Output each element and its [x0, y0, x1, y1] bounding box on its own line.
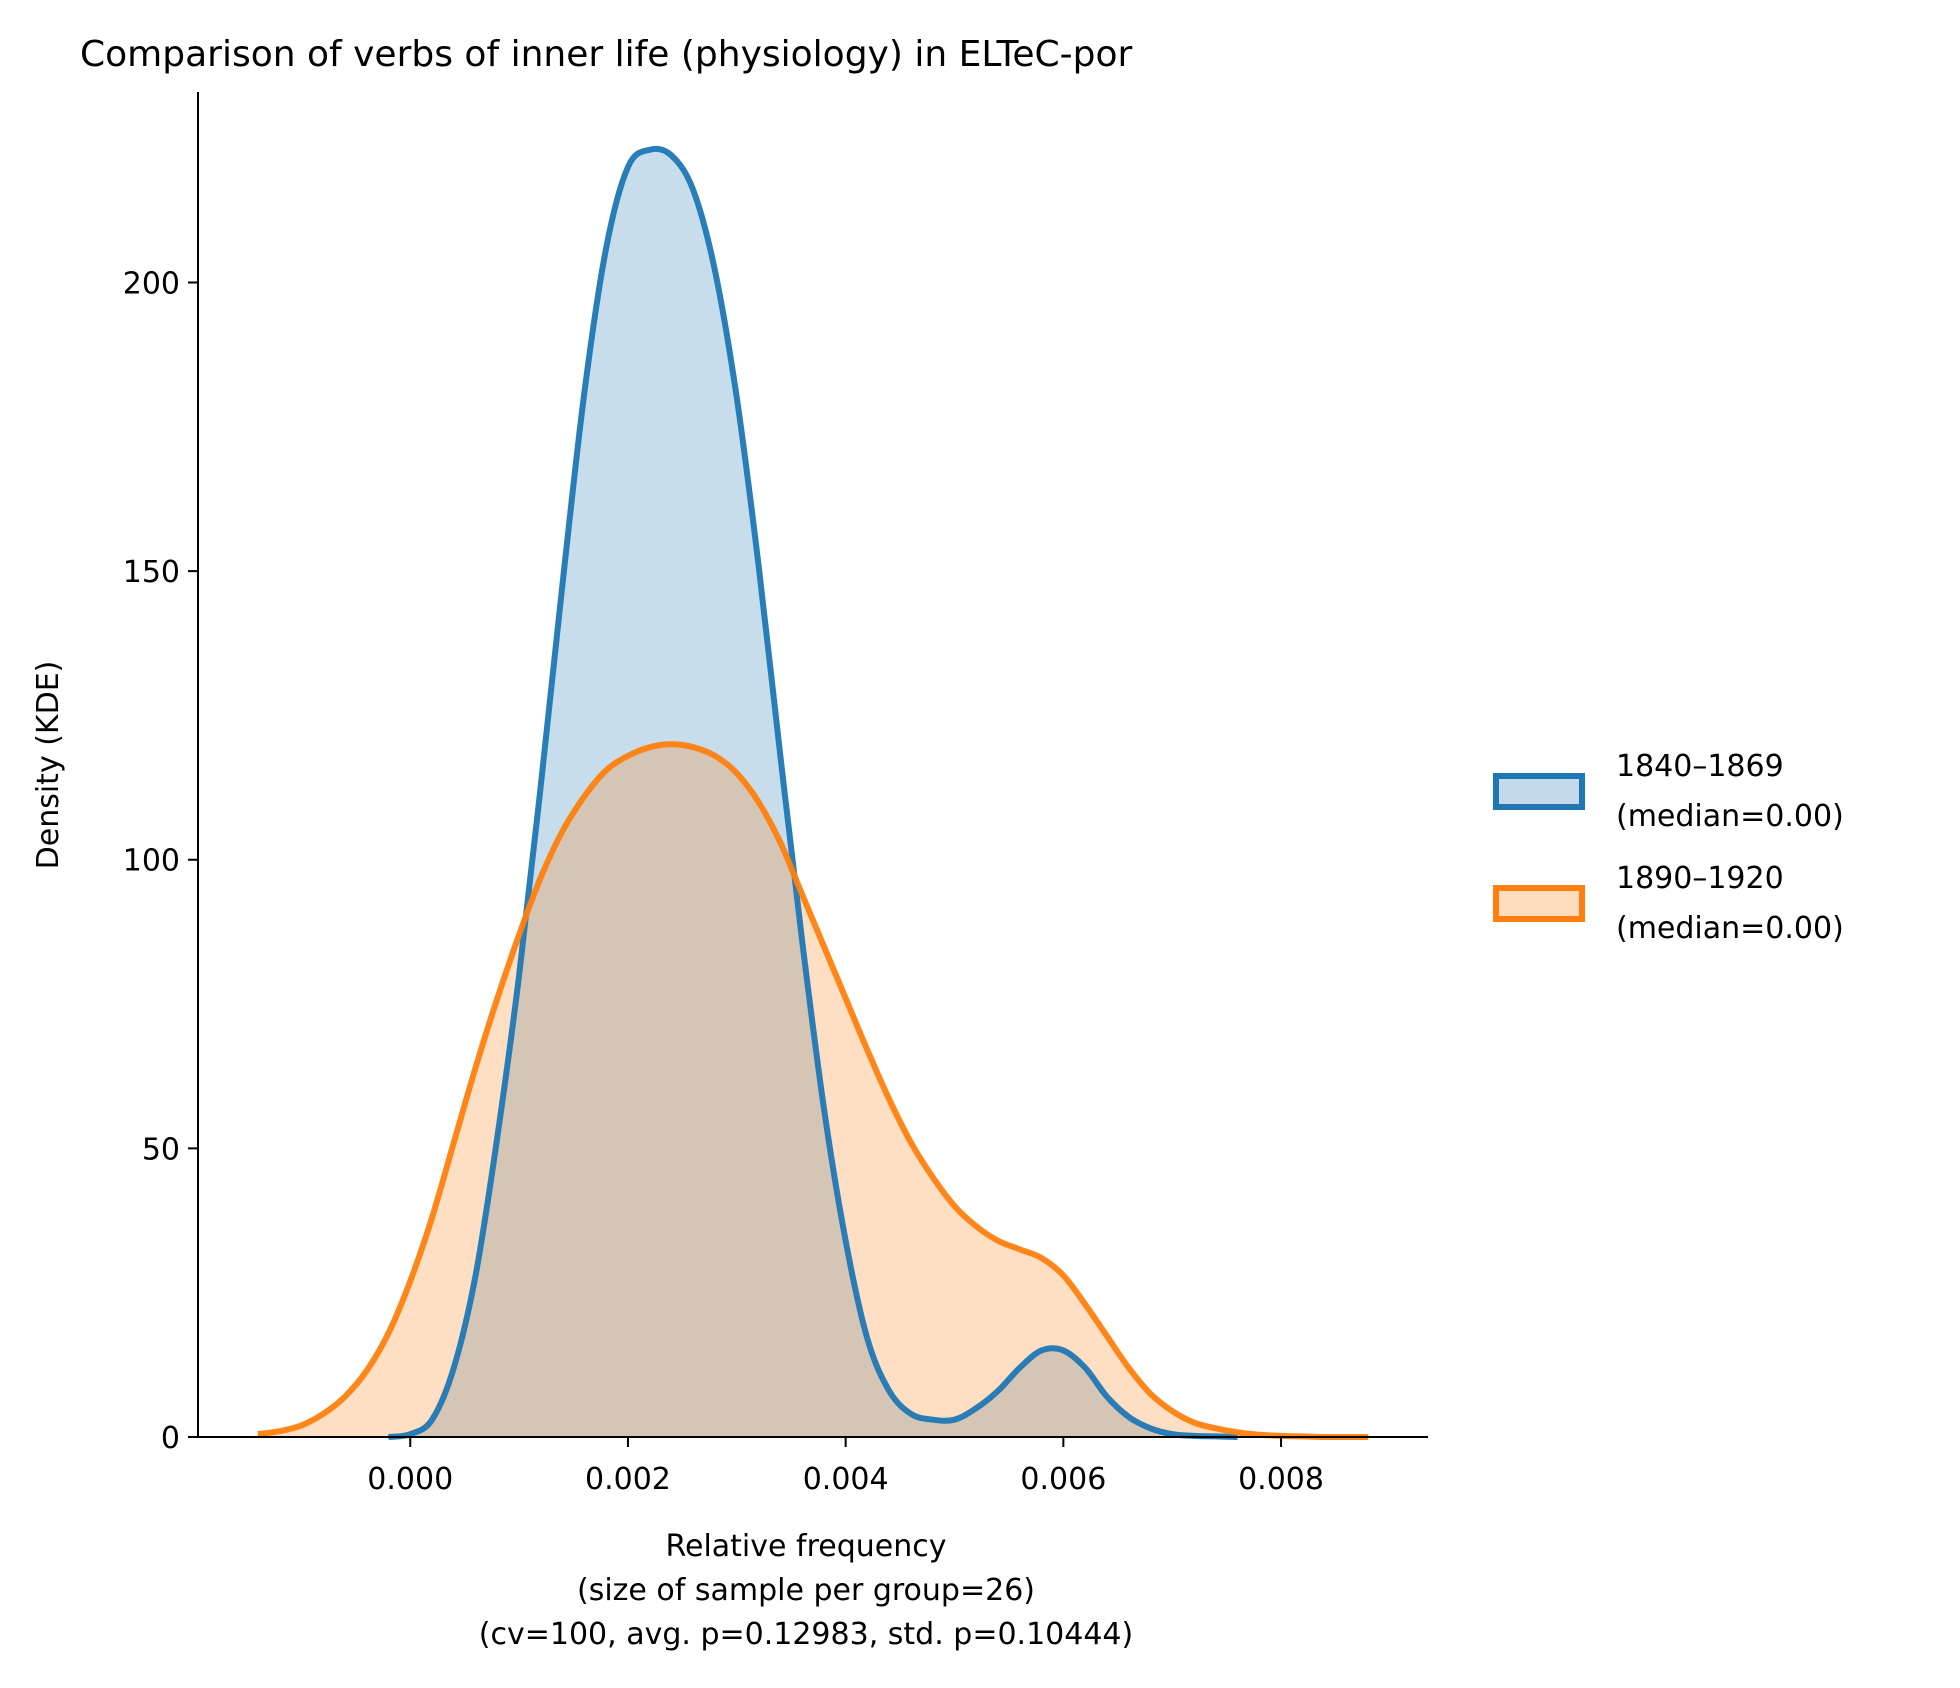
y-axis-ticks: 0 50 100 150 200 [123, 266, 198, 1456]
y-tick-label: 100 [123, 844, 180, 879]
x-axis-label-line-3: (cv=100, avg. p=0.12983, std. p=0.10444) [479, 1617, 1133, 1652]
legend-label-1890-1920-line-2: (median=0.00) [1616, 911, 1844, 946]
x-tick-label: 0.006 [1020, 1462, 1106, 1497]
y-axis-label: Density (KDE) [31, 661, 66, 870]
x-tick-label: 0.004 [803, 1462, 889, 1497]
density-area-1890-1920 [257, 744, 1369, 1437]
density-line-1890-1920 [257, 741, 1369, 1440]
legend-label-1840-1869-line-2: (median=0.00) [1616, 799, 1844, 834]
y-tick-label: 0 [161, 1421, 180, 1456]
y-tick-label: 200 [123, 266, 180, 301]
legend-label-1890-1920-line-1: 1890–1920 [1616, 861, 1784, 896]
legend-label-1840-1869-line-1: 1840–1869 [1616, 749, 1784, 784]
density-area-1840-1869 [388, 148, 1238, 1438]
x-axis-label-line-2: (size of sample per group=26) [577, 1573, 1035, 1608]
plot-area: 0.000 0.002 0.004 0.006 0.008 0 50 100 150 200 [123, 92, 1428, 1497]
y-tick-label: 50 [142, 1132, 180, 1167]
legend: 1840–1869 (median=0.00) 1890–1920 (media… [1493, 749, 1844, 946]
legend-swatch-1840-1869 [1493, 773, 1585, 810]
x-tick-label: 0.000 [367, 1462, 453, 1497]
x-tick-label: 0.008 [1238, 1462, 1324, 1497]
y-tick-label: 150 [123, 555, 180, 590]
chart-title: Comparison of verbs of inner life (physi… [80, 34, 1132, 75]
density-lines [257, 145, 1369, 1440]
legend-swatch-1890-1920 [1493, 885, 1585, 922]
x-axis-ticks: 0.000 0.002 0.004 0.006 0.008 [367, 1437, 1324, 1497]
x-tick-label: 0.002 [585, 1462, 671, 1497]
density-fills [257, 148, 1369, 1438]
x-axis-label-line-1: Relative frequency [666, 1529, 947, 1564]
